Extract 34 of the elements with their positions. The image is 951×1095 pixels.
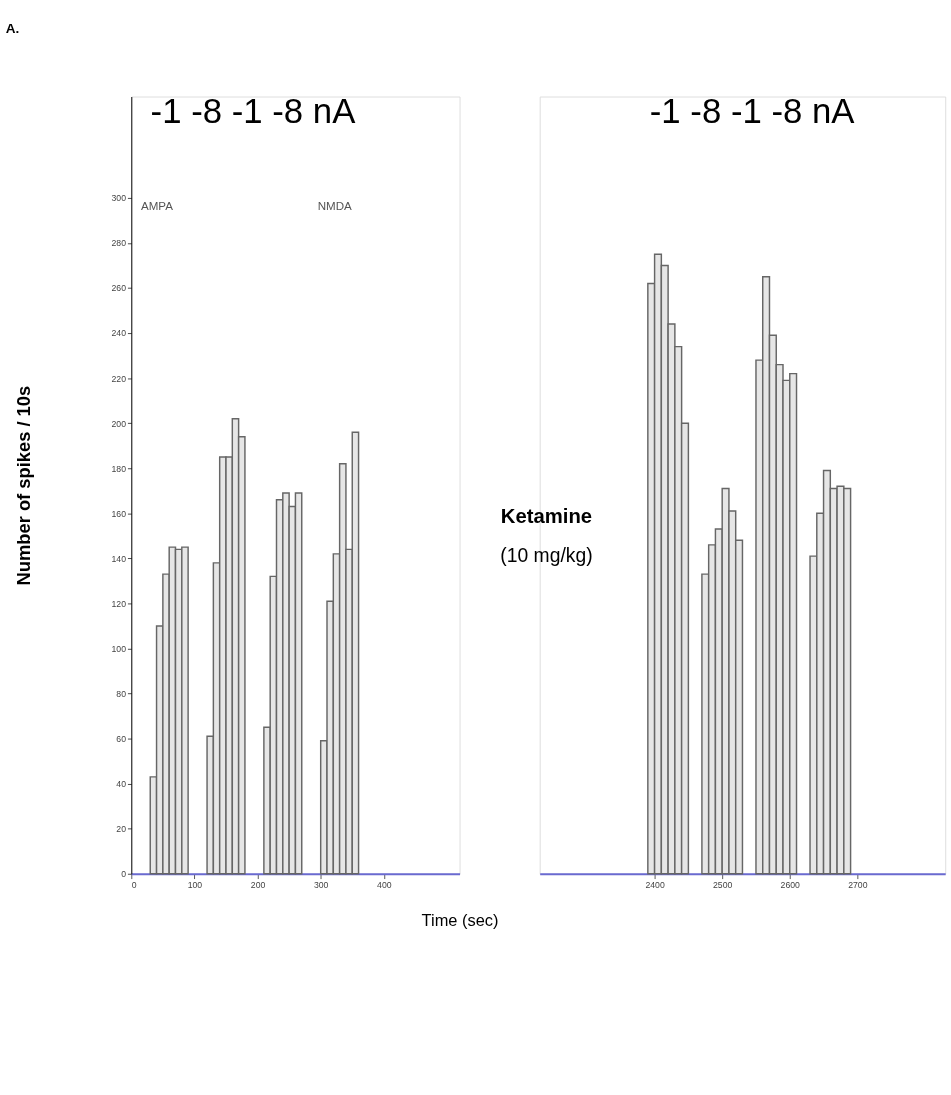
annotation: -1 -8 -1 -8 nA — [649, 91, 856, 130]
x-tick-label: 100 — [187, 879, 203, 890]
annotation: Ketamine — [500, 505, 593, 528]
annotation: (10 mg/kg) — [500, 544, 593, 566]
y-tick-label: 120 — [111, 598, 127, 609]
y-tick-label: 140 — [111, 553, 127, 564]
x-tick-label: 2700 — [848, 879, 868, 890]
y-tick-label: 200 — [111, 418, 127, 429]
y-tick-label: 20 — [116, 824, 127, 835]
y-tick-label: 40 — [116, 779, 127, 790]
y-tick-label: 160 — [111, 508, 127, 519]
y-tick-label: 300 — [111, 193, 127, 204]
x-tick-label: 2400 — [645, 879, 665, 890]
y-tick-label: 280 — [111, 238, 127, 249]
y-tick-label: 60 — [116, 733, 127, 744]
annotation: -1 -8 -1 -8 nA — [150, 91, 357, 130]
y-tick-label: 260 — [111, 283, 127, 294]
text: A. — [5, 20, 20, 36]
x-tick-label: 400 — [377, 879, 392, 890]
x-tick-label: 200 — [250, 879, 266, 890]
y-tick-label: 0 — [121, 869, 127, 880]
annotation: NMDA — [317, 200, 353, 213]
y-tick-label: 180 — [111, 463, 127, 474]
x-tick-label: 300 — [313, 879, 329, 890]
x-tick-label: 0 — [131, 879, 137, 890]
y-tick-label: 80 — [116, 688, 127, 699]
y-tick-label: 240 — [111, 328, 127, 339]
x-axis-title: Time (sec) — [421, 911, 499, 930]
y-tick-label: 220 — [111, 373, 127, 384]
y-axis-title: Number of spikes / 10s — [13, 385, 35, 586]
y-tick-label: 100 — [111, 643, 127, 654]
annotation: AMPA — [140, 200, 174, 213]
x-tick-label: 2500 — [713, 879, 733, 890]
x-tick-label: 2600 — [780, 879, 801, 890]
